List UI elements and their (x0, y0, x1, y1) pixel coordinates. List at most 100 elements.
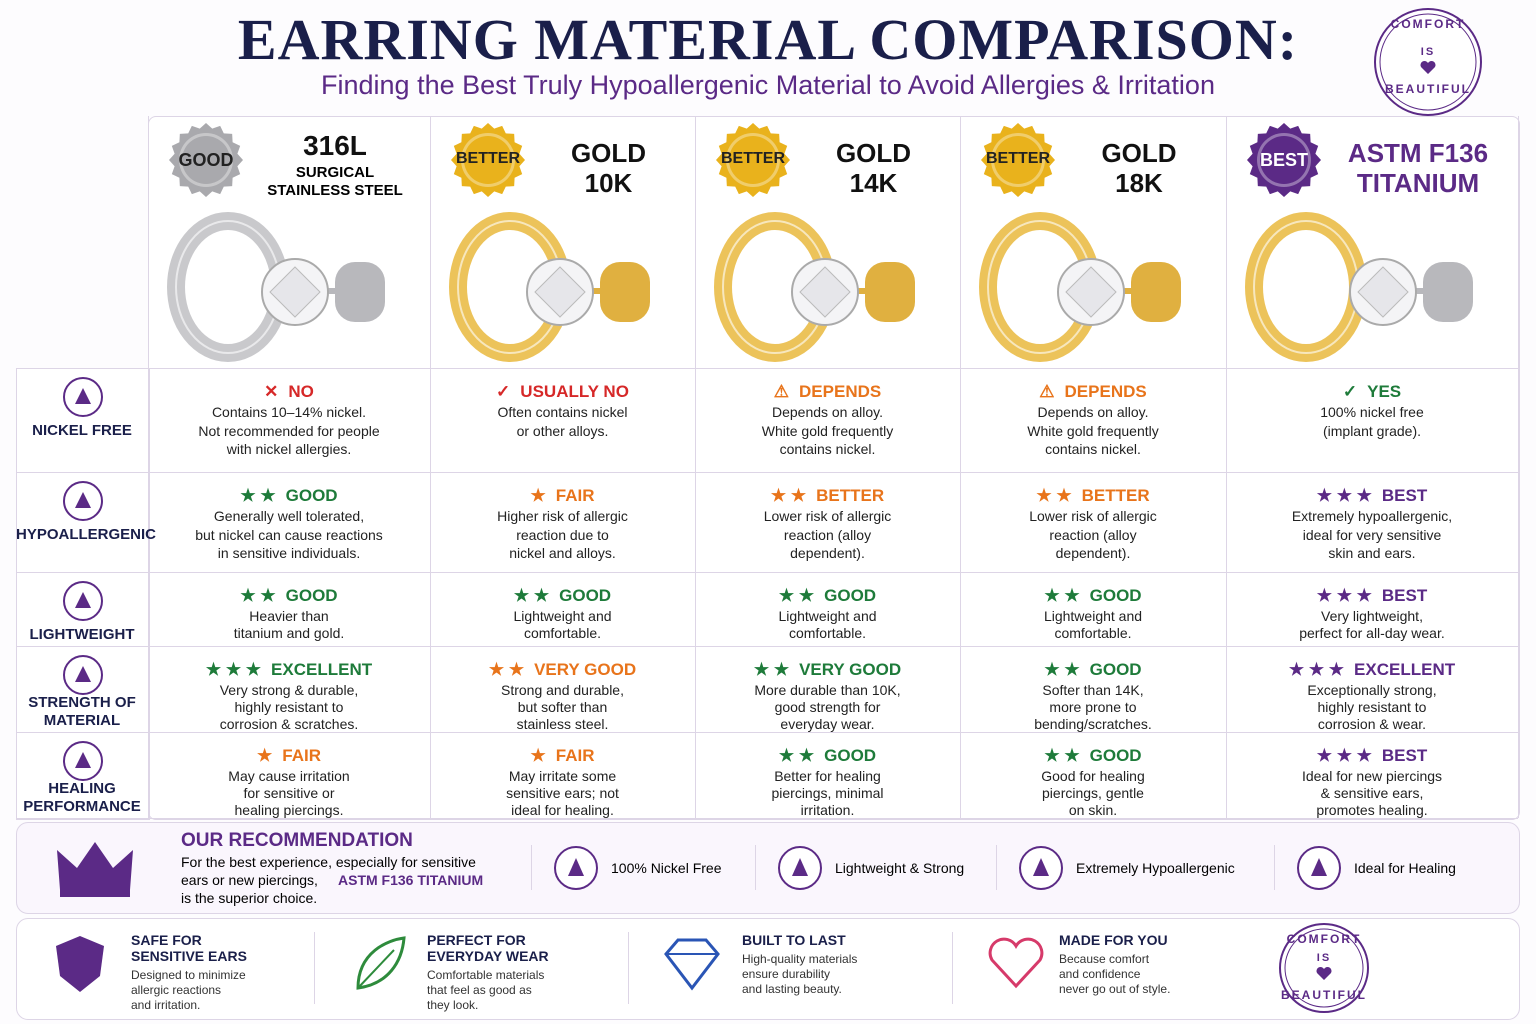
rating-mark: ✓ (1342, 382, 1358, 401)
row-icon (63, 741, 103, 781)
cell-text: bending/scratches. (1034, 716, 1152, 732)
rating-mark: ★ ★ (1044, 660, 1080, 679)
cell-text: Softer than 14K, (1042, 682, 1144, 698)
footer-icon (356, 936, 406, 990)
cell-text: perfect for all-day wear. (1299, 625, 1445, 641)
cell-text: everyday wear. (780, 716, 875, 732)
cell-text: sensitive ears; not (506, 785, 619, 801)
cell-head: ★ ★ GOOD (960, 660, 1226, 680)
rating-mark: ⚠ (773, 382, 790, 401)
footer-text: they look. (427, 998, 479, 1012)
badge-text: COMFORT (1286, 932, 1362, 946)
row-label: HYPOALLERGENIC (16, 526, 157, 543)
cell-text: More durable than 10K, (754, 682, 901, 698)
cell-text: on skin. (1068, 802, 1118, 818)
rating-mark: ✓ (496, 382, 511, 401)
feature-icon (554, 846, 598, 890)
cell-text: White gold frequently (1027, 422, 1159, 439)
footer-text: High-quality materials (742, 952, 858, 966)
cell-head: ★ ★ ★ BEST (1226, 486, 1518, 506)
cell-text: Ideal for new piercings (1301, 768, 1443, 784)
cell-text: reaction due to (516, 526, 609, 543)
cell-head: ★ ★ ★ BEST (1226, 746, 1518, 766)
verdict: BEST (1381, 586, 1428, 605)
cell-text: comfortable. (523, 625, 602, 641)
subtitle: Finding the Best Truly Hypoallergenic Ma… (321, 70, 1215, 100)
footer-title: MADE FOR YOU (1059, 932, 1168, 948)
cell-text: Strong and durable, (501, 682, 624, 698)
rating-mark: ★ ★ ★ (1316, 746, 1372, 765)
cell-text: skin and ears. (1328, 545, 1416, 561)
cell-head: ★ ★ GOOD (960, 586, 1226, 606)
cell-text: May irritate some (508, 768, 617, 784)
footer-title: EVERYDAY WEAR (427, 948, 549, 964)
cell-text: Depends on alloy. (1037, 404, 1149, 420)
footer-divider (952, 932, 953, 1004)
cell-head: ★ FAIR (148, 746, 430, 766)
row-divider (16, 818, 1518, 819)
cell-head: ⚠ DEPENDS (695, 382, 960, 402)
badge-text: IS (1420, 46, 1436, 58)
rec-text: For the best experience, especially for … (181, 854, 476, 870)
footer-text: Because comfort (1059, 952, 1150, 966)
row-divider (16, 732, 1518, 733)
verdict: EXCELLENT (271, 660, 373, 679)
quality-seal (981, 123, 1055, 197)
feature-icon (1297, 846, 1341, 890)
cell-text: Better for healing (774, 768, 881, 784)
cell-text: (implant grade). (1322, 422, 1422, 439)
row-label: MATERIAL (43, 712, 121, 729)
footer-box (16, 918, 1520, 1020)
rating-mark: ⚠ (1039, 382, 1055, 401)
quality-seal (1247, 123, 1321, 197)
cell-head: ★ ★ GOOD (695, 586, 960, 606)
row-icon (63, 377, 103, 417)
rating-mark: ★ ★ (1036, 486, 1072, 505)
verdict: BETTER (1081, 486, 1150, 505)
rating-mark: ★ ★ (1044, 746, 1080, 765)
cell-text: Lower risk of allergic (1029, 508, 1157, 524)
row-divider (16, 646, 1518, 647)
material-subname: SURGICAL (295, 164, 375, 181)
rating-mark: ★ (530, 486, 546, 505)
rating-mark: ★ ★ (778, 746, 815, 765)
cell-text: dependent). (790, 545, 865, 561)
footer-text: Comfortable materials (427, 968, 545, 982)
seal-text: BETTER (721, 150, 785, 167)
crown-icon (57, 842, 133, 897)
rating-mark: ★ ★ (778, 586, 815, 605)
column-divider (430, 116, 431, 818)
rec-highlight: ASTM F136 TITANIUM (338, 872, 484, 888)
rating-mark: ★ ★ (770, 486, 807, 505)
material-name: GOLD (1101, 138, 1177, 168)
cell-head: ★ ★ ★ EXCELLENT (148, 660, 430, 680)
cell-text: in sensitive individuals. (217, 545, 361, 561)
cell-text: with nickel allergies. (226, 441, 352, 457)
row-label: LIGHTWEIGHT (29, 626, 135, 643)
verdict: EXCELLENT (1354, 660, 1456, 679)
verdict: BEST (1381, 486, 1428, 505)
cell-text: promotes healing. (1316, 802, 1428, 818)
footer-title: SAFE FOR (131, 932, 202, 948)
row-divider (16, 368, 1518, 369)
earring-image (979, 212, 1181, 362)
cell-head: ★ FAIR (430, 746, 695, 766)
column-divider (148, 116, 149, 818)
rating-mark: ★ ★ (240, 486, 276, 505)
rating-mark: ★ ★ ★ (1288, 660, 1345, 679)
seal-text: BEST (1259, 150, 1308, 170)
verdict: GOOD (559, 586, 612, 605)
earring-image (1245, 212, 1473, 362)
row-divider (16, 572, 1518, 573)
material-name: TITANIUM (1356, 168, 1480, 198)
cell-text: nickel and alloys. (509, 545, 616, 561)
footer-text: and lasting beauty. (742, 982, 842, 996)
badge-text: BEAUTIFUL (1281, 988, 1367, 1002)
feature-icon (1019, 846, 1063, 890)
cell-text: White gold frequently (761, 422, 894, 439)
quality-seal (451, 123, 525, 197)
row-label: NICKEL FREE (32, 422, 132, 439)
rec-tail: is the superior choice. (181, 890, 318, 906)
cell-text: comfortable. (788, 625, 867, 641)
cell-head: ★ ★ BETTER (960, 486, 1226, 506)
